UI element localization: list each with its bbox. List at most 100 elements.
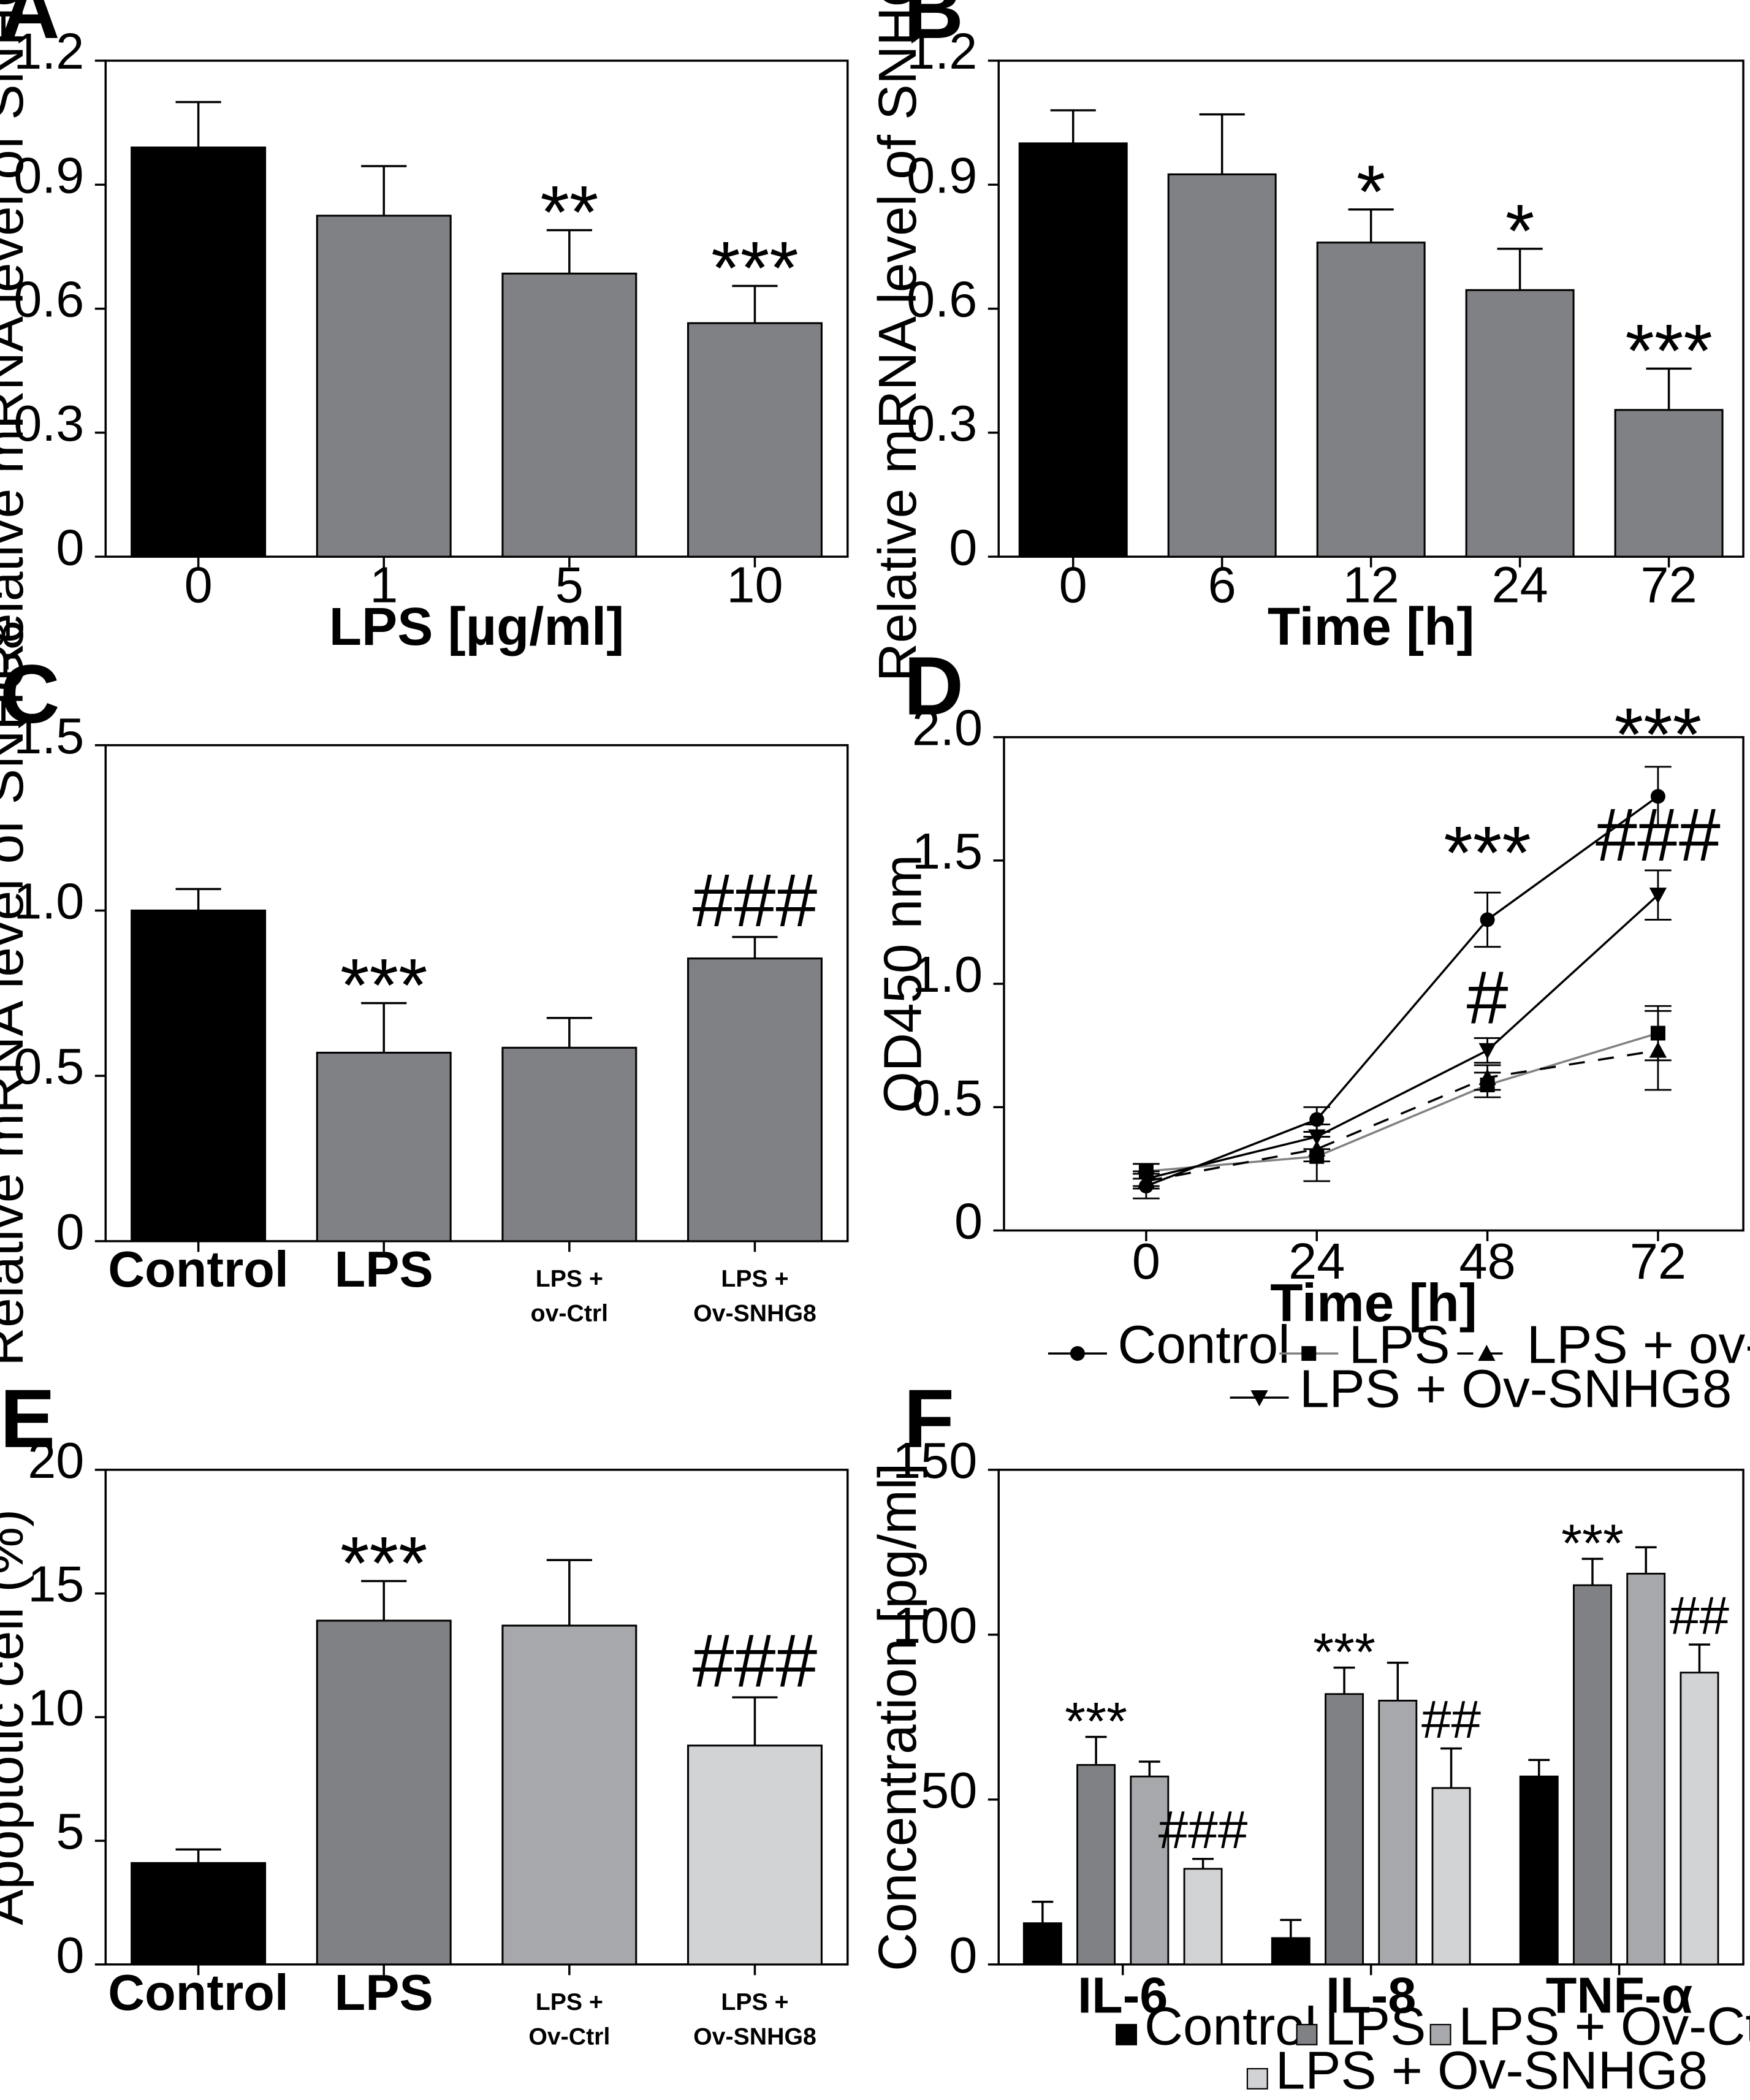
x-tick-label: 48 xyxy=(1459,1233,1515,1290)
bar xyxy=(1573,1584,1612,1966)
panel-letter: B xyxy=(904,0,964,56)
series-line xyxy=(1146,1032,1659,1173)
x-tick-label: 5 xyxy=(555,556,584,613)
significance-mark: *** xyxy=(1615,693,1702,777)
bar xyxy=(131,1862,267,1966)
y-tick-label: 1.0 xyxy=(912,946,983,1003)
bar xyxy=(687,957,823,1242)
bar xyxy=(1465,289,1575,558)
marker-triangle-up xyxy=(1478,1344,1496,1361)
y-tick-label: 0.5 xyxy=(13,1038,84,1095)
x-tick-label: 12 xyxy=(1343,556,1399,613)
significance-mark: *** xyxy=(1065,1692,1127,1751)
marker-triangle-down xyxy=(1478,1043,1496,1059)
bar xyxy=(1167,173,1277,558)
x-tick-label: IL-6 xyxy=(1078,1966,1168,2023)
marker-triangle-down xyxy=(1137,1171,1155,1188)
x-tick-label: 24 xyxy=(1492,556,1548,613)
marker-triangle-down xyxy=(1308,1129,1326,1146)
bar xyxy=(316,1051,452,1242)
legend-swatch xyxy=(1296,2023,1318,2045)
bar xyxy=(131,146,267,558)
x-tick-label: LPS xyxy=(335,1241,433,1298)
y-axis-label: Relative mRNA level of SNHG8 xyxy=(0,620,34,1366)
y-axis-label: Relative mRNA level of SNHG8 xyxy=(868,0,927,682)
y-tick-label: 0 xyxy=(949,519,977,576)
significance-mark: *** xyxy=(711,226,799,310)
bar xyxy=(1076,1763,1116,1966)
marker-square xyxy=(1301,1346,1317,1361)
significance-mark: ** xyxy=(540,170,598,254)
y-tick-label: 0 xyxy=(56,1927,84,1984)
y-tick-label: 1.5 xyxy=(13,707,84,764)
bar xyxy=(1519,1775,1559,1966)
significance-mark: *** xyxy=(340,943,428,1027)
panel-letter: C xyxy=(0,648,60,740)
significance-mark: *** xyxy=(1625,308,1713,392)
bar xyxy=(1431,1787,1471,1966)
y-tick-label: 0.9 xyxy=(907,146,977,204)
legend-label: LPS + Ov-SNHG8 xyxy=(1276,2041,1708,2100)
series-line xyxy=(1146,894,1659,1180)
series-line xyxy=(1146,1049,1659,1182)
legend-label: LPS + Ov-SNHG8 xyxy=(1299,1359,1732,1418)
x-tick-label: 72 xyxy=(1641,556,1697,613)
x-tick-label: 6 xyxy=(1208,556,1236,613)
legend-label: LPS + ov-Ctrl xyxy=(1527,1315,1750,1374)
bar xyxy=(1130,1775,1170,1966)
legend-label: LPS + Ov-Ctrl xyxy=(1459,1997,1750,2056)
bar xyxy=(1325,1693,1364,1966)
bar xyxy=(1614,409,1724,558)
bar xyxy=(1183,1868,1223,1966)
series-line xyxy=(1146,795,1659,1187)
x-tick-label: Control xyxy=(108,1964,289,2021)
x-tick-label: LPS + Ov-Ctrl xyxy=(528,1988,610,2050)
significance-mark: ## xyxy=(1670,1586,1730,1646)
y-tick-label: 0.6 xyxy=(907,271,977,328)
x-tick-label: 1 xyxy=(370,556,398,613)
significance-mark: *** xyxy=(1561,1513,1624,1573)
y-axis-label: Relative mRNA level of SNHG8 xyxy=(0,0,34,682)
y-tick-label: 0.3 xyxy=(13,395,84,452)
bar xyxy=(687,1744,823,1966)
bar xyxy=(501,1046,637,1242)
bar xyxy=(1271,1937,1311,1966)
legend-swatch xyxy=(1429,2023,1451,2045)
significance-mark: ## xyxy=(1421,1690,1482,1749)
y-tick-label: 0 xyxy=(56,519,84,576)
legend-label: LPS xyxy=(1325,1997,1426,2056)
x-tick-label: Control xyxy=(108,1241,289,1298)
significance-mark: ### xyxy=(693,858,818,942)
x-tick-label: LPS + Ov-SNHG8 xyxy=(693,1265,816,1327)
y-tick-label: 0 xyxy=(56,1203,84,1260)
x-axis-label: LPS [µg/ml] xyxy=(329,597,625,656)
bar xyxy=(1626,1572,1666,1966)
y-axis-label: OD450 nm xyxy=(873,854,933,1113)
significance-mark: ### xyxy=(693,1619,818,1703)
x-tick-label: 0 xyxy=(185,556,213,613)
bar xyxy=(1022,1922,1062,1966)
bar xyxy=(1680,1672,1719,1966)
panel-letter: D xyxy=(904,640,964,732)
significance-mark: # xyxy=(1467,955,1508,1039)
panel-letter: E xyxy=(0,1372,55,1465)
x-axis-label: Time [h] xyxy=(1268,597,1475,656)
x-tick-label: IL-8 xyxy=(1326,1966,1416,2023)
bar xyxy=(1316,242,1426,558)
marker-circle xyxy=(1650,789,1665,804)
significance-mark: * xyxy=(1505,189,1535,273)
panel-e: 0 5 10 15 20 Apoptotic cell (%) E Control LPS ***… xyxy=(0,1372,849,2050)
significance-mark: * xyxy=(1356,150,1386,234)
bar xyxy=(501,272,637,558)
marker-circle xyxy=(1480,912,1495,927)
y-axis-label: Apoptotic cell (%) xyxy=(0,1509,34,1925)
x-tick-label: LPS xyxy=(335,1964,433,2021)
legend-label: Control xyxy=(1117,1315,1290,1374)
y-tick-label: 1.0 xyxy=(13,873,84,930)
x-tick-label: 72 xyxy=(1630,1233,1686,1290)
marker-triangle-down xyxy=(1649,888,1667,904)
